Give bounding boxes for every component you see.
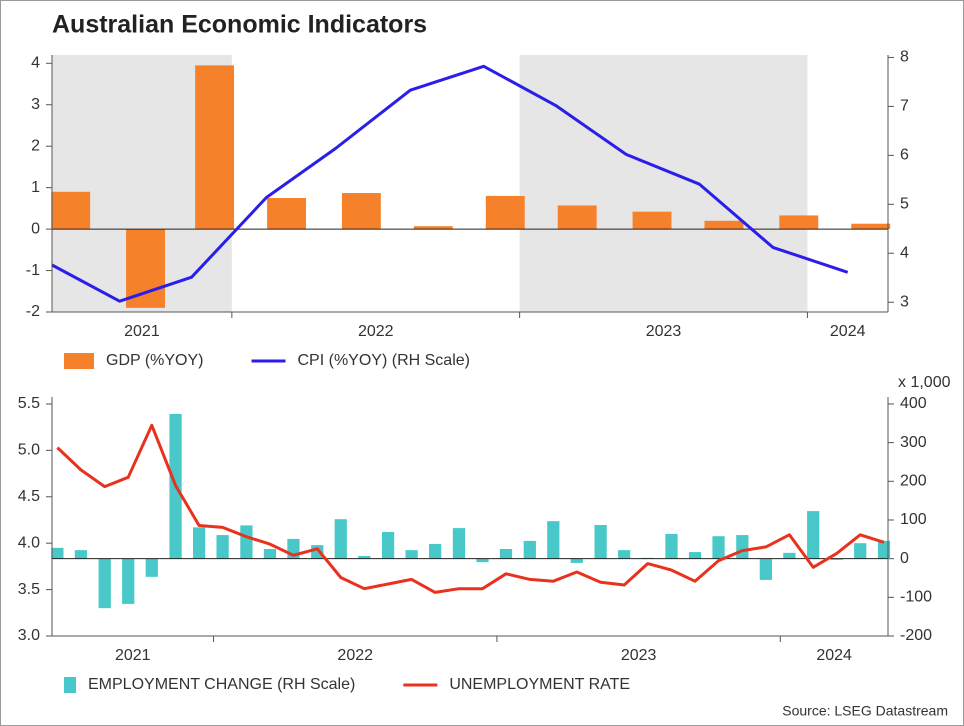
line <box>51 64 849 303</box>
bar <box>476 558 489 563</box>
bar <box>452 528 466 559</box>
bar <box>736 535 749 559</box>
y-tick-label: 3.5 <box>18 581 40 598</box>
bar <box>98 558 111 609</box>
bar <box>413 226 453 230</box>
bar <box>429 543 442 559</box>
bar <box>783 552 796 559</box>
x-tick-label: 2021 <box>124 323 160 340</box>
legend-label: CPI (%YOY) (RH Scale) <box>298 352 470 369</box>
y-tick-label: 0 <box>31 220 40 237</box>
bar <box>877 540 891 559</box>
y-tick-label: 5.5 <box>18 395 40 412</box>
legend-label: EMPLOYMENT CHANGE (RH Scale) <box>88 676 355 693</box>
y-tick-label: 3 <box>31 96 40 113</box>
bar <box>74 550 88 559</box>
y2-axis-label: x 1,000 <box>898 374 951 391</box>
y-tick-label: 4.0 <box>18 534 40 551</box>
bar <box>405 550 418 559</box>
y2-tick-label: 5 <box>900 196 909 213</box>
y-tick-label: 4 <box>31 55 40 72</box>
bar <box>192 527 206 559</box>
bar <box>126 229 165 308</box>
y2-tick-label: 3 <box>900 293 909 310</box>
y-tick-label: 1 <box>31 179 40 196</box>
y2-tick-label: 200 <box>900 473 927 490</box>
bar <box>334 519 347 559</box>
y2-tick-label: 7 <box>900 98 909 115</box>
bar <box>779 215 819 230</box>
bar <box>618 550 631 559</box>
y-tick-label: -1 <box>26 262 40 279</box>
page-title: Australian Economic Indicators <box>52 11 427 39</box>
x-tick-label: 2023 <box>621 647 657 664</box>
legend-label: GDP (%YOY) <box>106 352 204 369</box>
line <box>56 423 885 594</box>
bar <box>632 211 672 230</box>
bar <box>830 558 843 560</box>
y-tick-label: 5.0 <box>18 442 40 459</box>
bar <box>704 220 744 230</box>
bar <box>485 195 525 230</box>
bar <box>499 548 513 559</box>
legend-swatch <box>64 353 94 369</box>
x-tick-label: 2022 <box>358 323 394 340</box>
legend-swatch <box>64 677 76 693</box>
bar <box>712 536 725 559</box>
source: Source: LSEG Datastream <box>782 703 948 719</box>
legend-label: UNEMPLOYMENT RATE <box>449 676 630 693</box>
bar <box>122 558 135 604</box>
bar <box>759 558 772 580</box>
bar <box>688 552 702 559</box>
y-tick-label: 4.5 <box>18 488 40 505</box>
bar <box>51 547 64 559</box>
y2-tick-label: 6 <box>900 147 909 164</box>
bar <box>216 535 229 559</box>
y-tick-label: -2 <box>26 303 40 320</box>
bar <box>665 533 678 559</box>
bar <box>547 521 560 559</box>
y-tick-label: 3.0 <box>18 627 40 644</box>
bar <box>807 511 820 559</box>
bar <box>51 191 91 230</box>
bar <box>594 525 607 559</box>
y2-tick-label: 100 <box>900 511 927 528</box>
y2-tick-label: 0 <box>900 550 909 567</box>
y2-tick-label: 300 <box>900 434 927 451</box>
bar <box>570 558 583 563</box>
bar <box>557 205 597 230</box>
bar <box>145 558 158 577</box>
x-tick-label: 2022 <box>337 647 373 664</box>
bar <box>381 531 395 559</box>
bar <box>267 198 306 230</box>
bar <box>240 525 253 559</box>
x-tick-label: 2023 <box>646 323 682 340</box>
x-tick-label: 2024 <box>816 647 852 664</box>
y2-tick-label: 8 <box>900 49 909 66</box>
y2-tick-label: -100 <box>900 589 932 606</box>
y2-tick-label: -200 <box>900 627 932 644</box>
bar <box>851 223 891 230</box>
shaded-year <box>519 55 808 312</box>
bar <box>854 543 867 559</box>
bar <box>523 540 536 559</box>
bar <box>263 548 277 559</box>
x-tick-label: 2024 <box>830 323 866 340</box>
bar <box>195 65 235 230</box>
x-tick-label: 2021 <box>115 647 151 664</box>
y2-tick-label: 4 <box>900 244 909 261</box>
y-tick-label: 2 <box>31 137 40 154</box>
y2-tick-label: 400 <box>900 395 927 412</box>
bar <box>358 555 371 559</box>
bar <box>341 193 381 230</box>
